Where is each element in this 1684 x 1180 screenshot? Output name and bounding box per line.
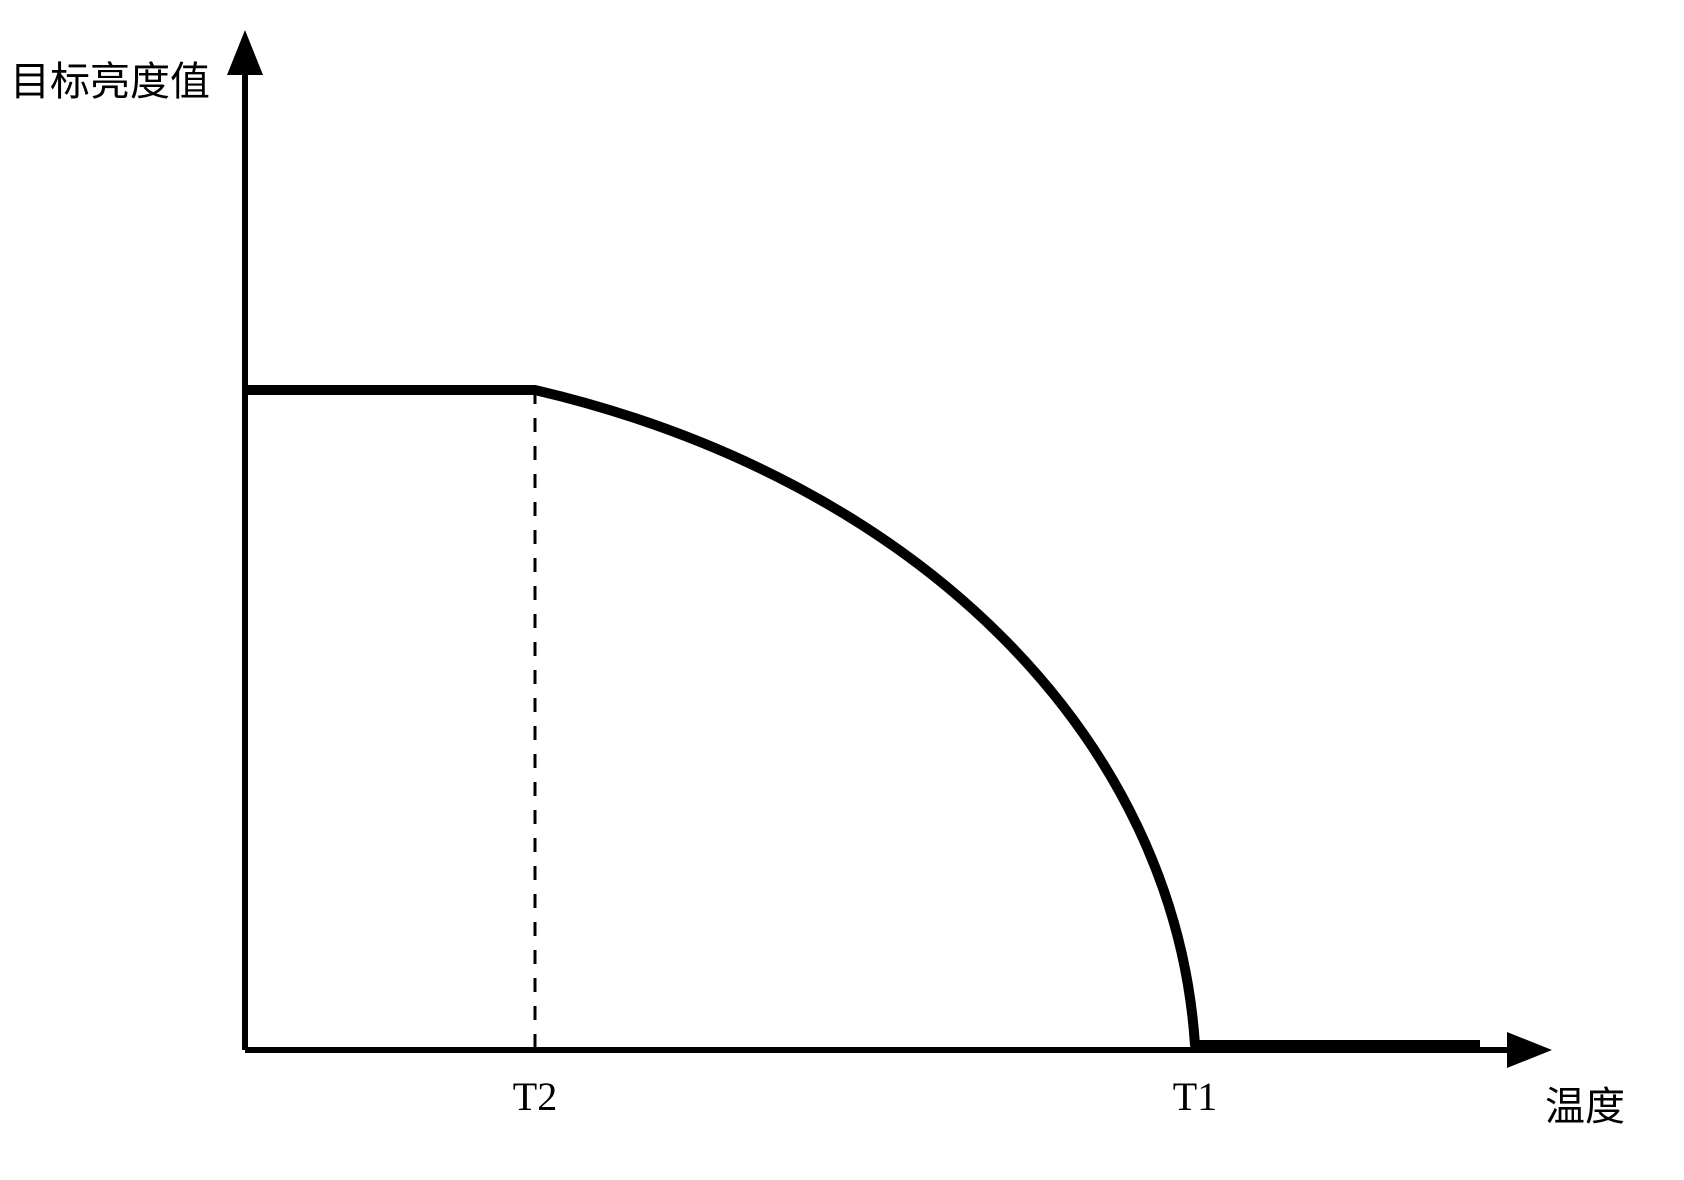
t1-tick-label: T1 xyxy=(1173,1074,1217,1119)
y-axis-label: 目标亮度值 xyxy=(10,59,210,104)
x-axis-label: 温度 xyxy=(1545,1084,1625,1129)
x-axis-arrowhead-icon xyxy=(1507,1032,1552,1068)
y-axis-arrowhead-icon xyxy=(227,30,263,75)
t2-tick-label: T2 xyxy=(513,1074,557,1119)
brightness-vs-temperature-curve xyxy=(245,390,1480,1045)
